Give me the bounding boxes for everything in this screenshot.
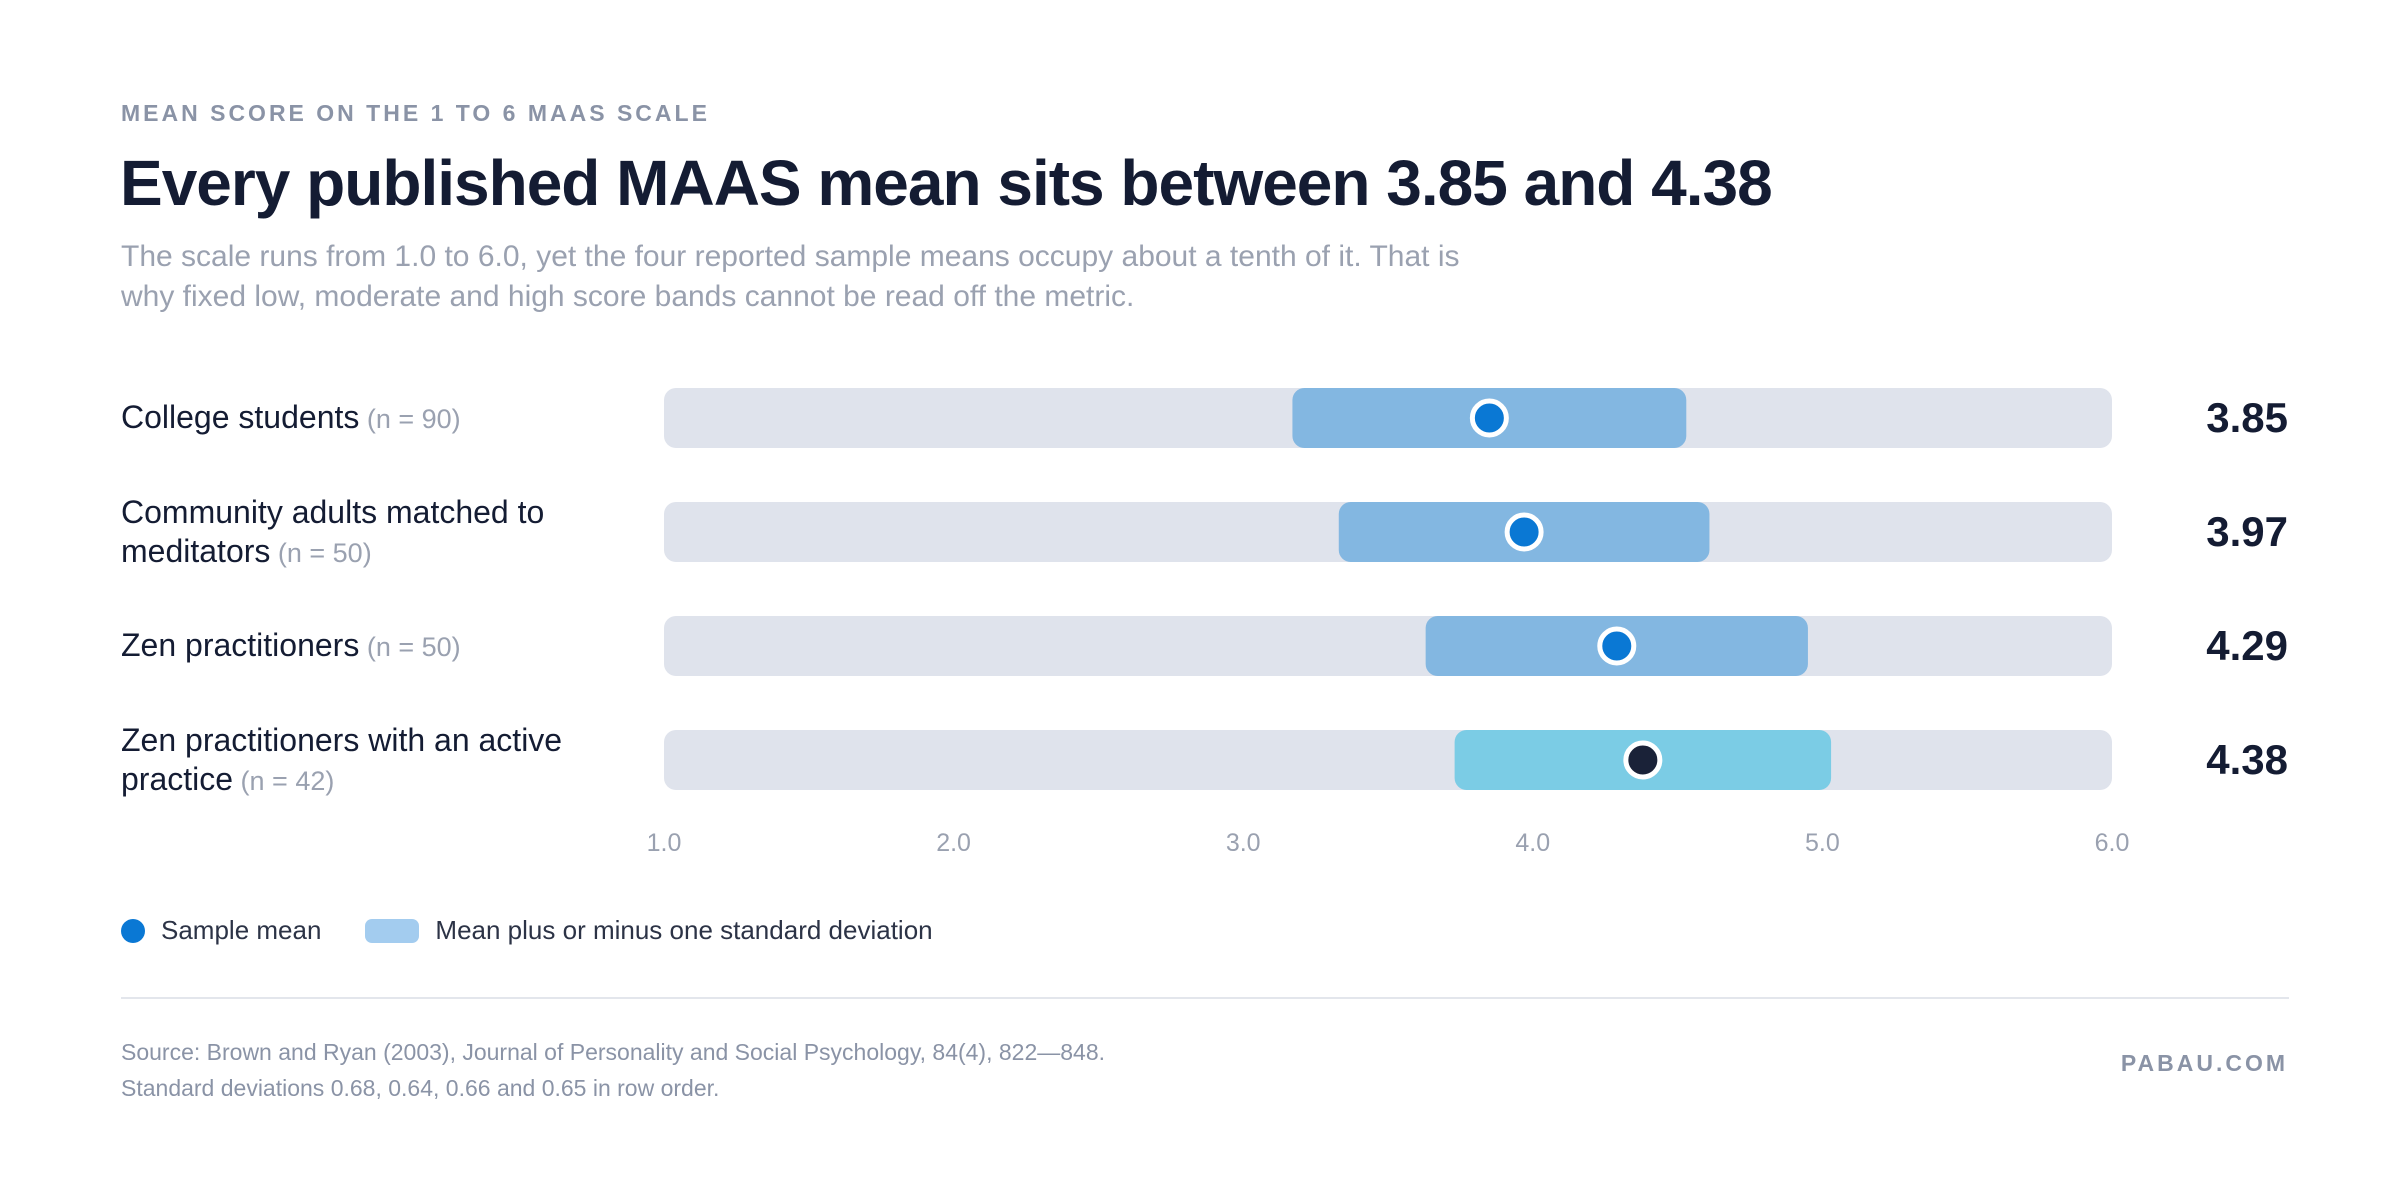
x-tick-label: 2.0 — [936, 829, 971, 857]
legend: Sample mean Mean plus or minus one stand… — [121, 915, 933, 946]
mean-point — [1469, 398, 1509, 438]
chart-subtitle: The scale runs from 1.0 to 6.0, yet the … — [121, 240, 1460, 313]
chart-eyebrow: MEAN SCORE ON THE 1 TO 6 MAAS SCALE — [121, 100, 710, 126]
x-tick-label: 4.0 — [1515, 829, 1550, 857]
x-tick-label: 5.0 — [1805, 829, 1840, 857]
row-label: Zen practitioners with an active practic… — [121, 721, 621, 801]
legend-mean-label: Sample mean — [161, 915, 322, 945]
row-label-text: Zen practitioners with an active practic… — [121, 722, 563, 797]
row-sample-size: (n = 50) — [270, 538, 372, 568]
source-line-2: Standard deviations 0.68, 0.64, 0.66 and… — [121, 1075, 720, 1101]
x-tick-label: 3.0 — [1226, 829, 1261, 857]
source-note: Source: Brown and Ryan (2003), Journal o… — [121, 1034, 1621, 1106]
row-mean-value: 4.29 — [2206, 622, 2288, 669]
x-tick-label: 6.0 — [2095, 829, 2130, 857]
row-mean-value: 3.97 — [2206, 508, 2288, 555]
mean-point — [1623, 740, 1663, 780]
x-tick-label: 1.0 — [647, 829, 682, 857]
row-label-text: Community adults matched to meditators — [121, 494, 545, 569]
legend-band-swatch — [365, 918, 420, 943]
dot-range-chart: 1.0 2.0 3.0 4.0 5.0 6.0 — [647, 388, 2130, 857]
row-label: Community adults matched to meditators (… — [121, 493, 621, 573]
row-label: College students (n = 90) — [121, 398, 621, 439]
row-label-text: College students — [121, 399, 360, 435]
row-sample-size: (n = 50) — [359, 632, 461, 662]
brand-wordmark: PABAU.COM — [2120, 1050, 2288, 1076]
mean-point — [1504, 512, 1544, 552]
legend-band-label: Mean plus or minus one standard deviatio… — [435, 915, 933, 945]
legend-mean-marker — [121, 918, 145, 943]
row-mean-value: 4.38 — [2206, 736, 2288, 783]
row-mean-value: 3.85 — [2206, 394, 2288, 441]
source-line-1: Source: Brown and Ryan (2003), Journal o… — [121, 1039, 1106, 1065]
mean-point — [1597, 626, 1637, 666]
footer-divider — [121, 997, 2289, 999]
row-label-text: Zen practitioners — [121, 627, 360, 663]
row-sample-size: (n = 42) — [233, 766, 335, 796]
chart-title: Every published MAAS mean sits between 3… — [120, 147, 1773, 219]
row-label: Zen practitioners (n = 50) — [121, 626, 621, 667]
row-sample-size: (n = 90) — [359, 404, 461, 434]
